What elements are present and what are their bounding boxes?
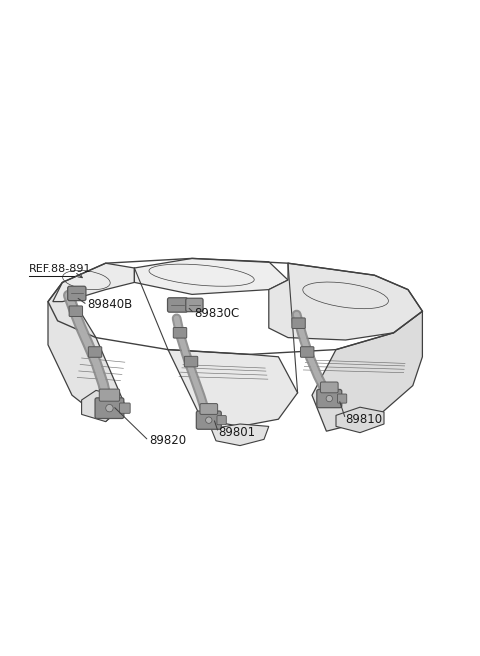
- FancyBboxPatch shape: [317, 390, 342, 407]
- FancyBboxPatch shape: [173, 327, 187, 338]
- FancyBboxPatch shape: [337, 394, 347, 403]
- FancyBboxPatch shape: [120, 403, 130, 413]
- FancyBboxPatch shape: [200, 403, 217, 415]
- FancyBboxPatch shape: [196, 411, 221, 429]
- Polygon shape: [336, 407, 384, 433]
- Circle shape: [106, 405, 113, 412]
- FancyBboxPatch shape: [99, 389, 120, 401]
- Polygon shape: [48, 282, 125, 422]
- Circle shape: [205, 417, 212, 423]
- FancyBboxPatch shape: [184, 356, 198, 367]
- Polygon shape: [82, 390, 125, 422]
- Polygon shape: [211, 424, 269, 445]
- FancyBboxPatch shape: [95, 398, 124, 419]
- Text: 89840B: 89840B: [87, 298, 132, 312]
- FancyBboxPatch shape: [321, 382, 338, 393]
- Polygon shape: [312, 311, 422, 431]
- FancyBboxPatch shape: [217, 416, 226, 424]
- Polygon shape: [134, 258, 288, 295]
- FancyBboxPatch shape: [168, 298, 188, 312]
- Circle shape: [326, 396, 333, 401]
- Text: 89830C: 89830C: [194, 307, 240, 320]
- Text: REF.88-891: REF.88-891: [29, 264, 91, 274]
- Polygon shape: [269, 263, 422, 340]
- Polygon shape: [53, 263, 134, 302]
- FancyBboxPatch shape: [186, 298, 203, 312]
- FancyBboxPatch shape: [69, 306, 83, 316]
- Text: 89801: 89801: [218, 426, 255, 439]
- FancyBboxPatch shape: [68, 286, 86, 300]
- FancyBboxPatch shape: [292, 318, 305, 329]
- FancyBboxPatch shape: [88, 347, 102, 358]
- Polygon shape: [168, 350, 298, 426]
- Text: 89810: 89810: [346, 413, 383, 426]
- Text: 89820: 89820: [149, 434, 186, 447]
- FancyBboxPatch shape: [300, 347, 314, 358]
